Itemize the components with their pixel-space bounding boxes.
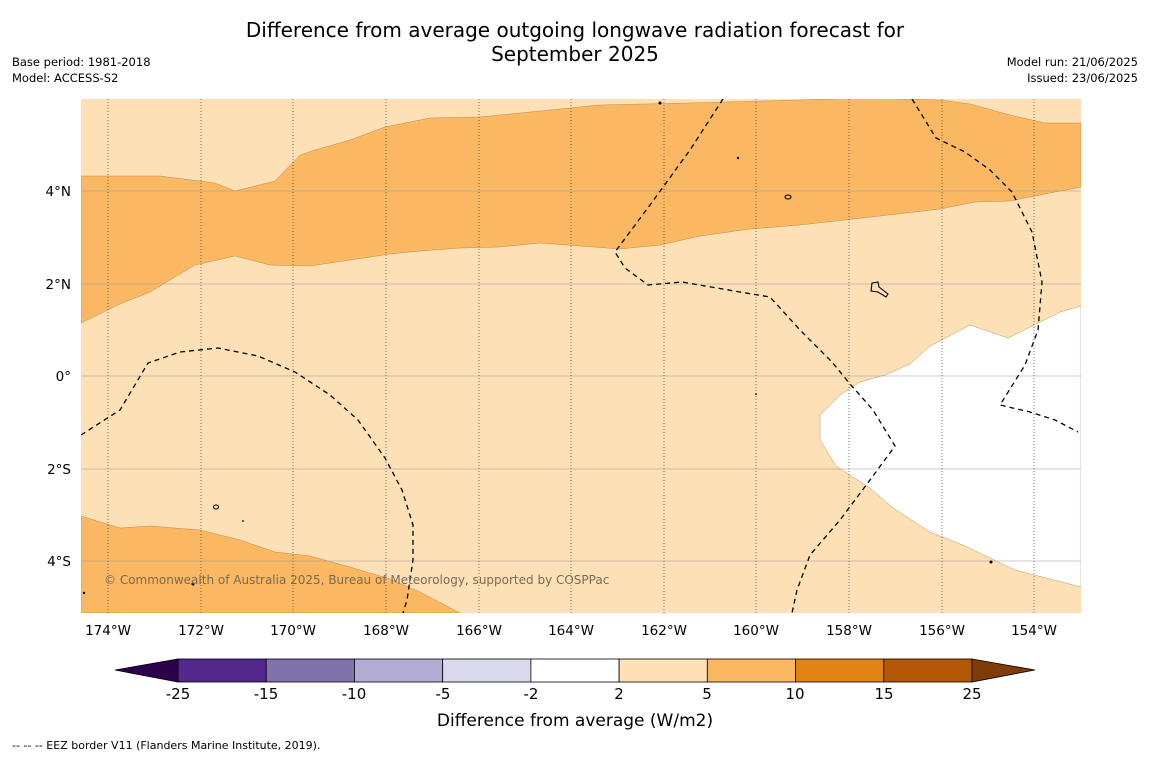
colorbar-segment [883, 658, 973, 683]
colorbar-segment [354, 658, 444, 683]
left-metadata: Base period: 1981-2018 Model: ACCESS-S2 [12, 54, 151, 86]
colorbar-under-arrow [114, 658, 179, 683]
longitude-labels: 174°W 172°W 170°W 168°W 166°W 164°W 162°… [85, 623, 1057, 639]
lat-label-4n: 4°N [46, 184, 71, 200]
lon-label-160w: 160°W [733, 623, 779, 639]
colorbar-tick-label: -10 [342, 685, 367, 703]
colorbar-segment [618, 658, 708, 683]
colorbar-segment [177, 658, 267, 683]
lon-label-156w: 156°W [919, 623, 965, 639]
lon-label-164w: 164°W [548, 623, 594, 639]
map-plot-area: © Commonwealth of Australia 2025, Bureau… [81, 99, 1081, 613]
colorbar-tick-labels: -25 -15 -10 -5 -2 2 5 10 15 25 [166, 685, 982, 703]
eez-footnote: -- -- -- EEZ border V11 (Flanders Marine… [12, 739, 321, 752]
colorbar-tick-label: -2 [524, 685, 539, 703]
model-run-text: Model run: 21/06/2025 [1006, 55, 1138, 69]
island-dots [82, 101, 993, 595]
colorbar-tick-label: 10 [785, 685, 804, 703]
eez-border-east-arc [911, 99, 1079, 433]
colorbar-segment [442, 658, 532, 683]
anomaly-band-5-10-north [81, 99, 1081, 324]
lon-label-170w: 170°W [270, 623, 316, 639]
lon-label-174w: 174°W [85, 623, 131, 639]
lon-label-172w: 172°W [178, 623, 224, 639]
island-caroline [989, 560, 993, 564]
issued-text: Issued: 23/06/2025 [1027, 71, 1138, 85]
island-tabuaeran [784, 194, 792, 200]
title-line-1: Difference from average outgoing longwav… [245, 18, 905, 42]
colorbar-over-arrow [971, 658, 1036, 683]
lat-label-2s: 2°S [47, 462, 71, 478]
anomaly-band-5-10-south [81, 515, 461, 613]
island-kingman-reef [658, 101, 662, 105]
right-metadata: Model run: 21/06/2025 Issued: 23/06/2025 [1007, 54, 1138, 86]
lon-label-162w: 162°W [641, 623, 687, 639]
colorbar-tick-label: 15 [874, 685, 893, 703]
colorbar-tick-label: -5 [436, 685, 451, 703]
colorbar-segment [706, 658, 796, 683]
map-title: Difference from average outgoing longwav… [0, 18, 1150, 66]
lon-label-168w: 168°W [363, 623, 409, 639]
colorbar-title: Difference from average (W/m2) [437, 711, 713, 731]
eez-borders [81, 99, 1079, 613]
island-southwest-b [82, 591, 86, 595]
island-teraina [736, 156, 740, 160]
island-jarvis [212, 504, 220, 510]
colorbar: -25 -15 -10 -5 -2 2 5 10 15 25 Differenc… [114, 658, 1036, 731]
lon-label-154w: 154°W [1011, 623, 1057, 639]
latitude-labels: 4°N 2°N 0° 2°S 4°S [46, 184, 71, 570]
colorbar-tick-label: -15 [254, 685, 279, 703]
base-period-text: Base period: 1981-2018 [12, 55, 151, 69]
colorbar-tick-label: 2 [614, 685, 624, 703]
island-southwest-a [191, 582, 195, 586]
eez-border-west-arc [81, 347, 414, 613]
lat-label-4s: 4°S [47, 554, 71, 570]
colorbar-segments [177, 658, 973, 683]
island-malden [755, 393, 757, 395]
colorbar-tick-label: 25 [962, 685, 981, 703]
lon-label-158w: 158°W [826, 623, 872, 639]
colorbar-segment [265, 658, 355, 683]
title-line-2: September 2025 [491, 42, 659, 66]
model-text: Model: ACCESS-S2 [12, 71, 119, 85]
island-outlines [212, 194, 889, 510]
colorbar-segment [795, 658, 885, 683]
island-kiritimati [870, 281, 889, 298]
island-starbuck [242, 520, 244, 522]
copyright-text: © Commonwealth of Australia 2025, Bureau… [104, 573, 609, 587]
latitude-gridlines [81, 190, 1081, 562]
lon-label-166w: 166°W [456, 623, 502, 639]
lat-label-0: 0° [56, 369, 71, 385]
lat-label-2n: 2°N [46, 277, 71, 293]
colorbar-tick-label: -25 [166, 685, 191, 703]
colorbar-tick-label: 5 [702, 685, 712, 703]
colorbar-segment [530, 658, 620, 683]
